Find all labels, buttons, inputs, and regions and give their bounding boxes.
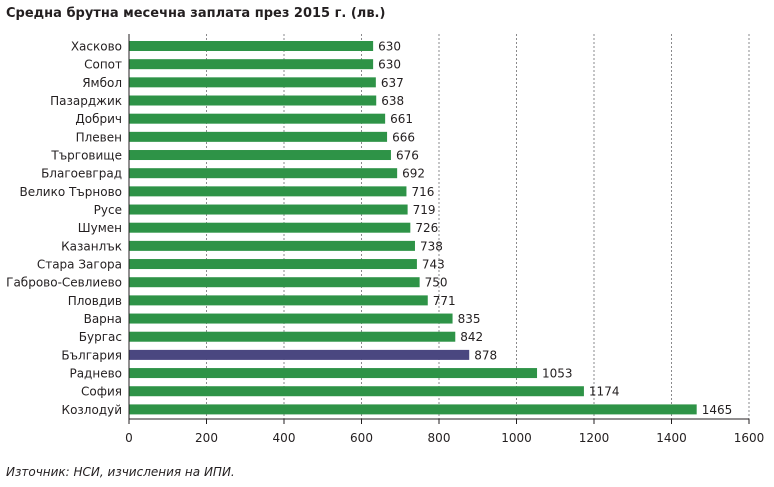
x-tick-label-1200: 1200 [579, 431, 610, 445]
x-tick-label-1000: 1000 [501, 431, 532, 445]
value-label-9: 716 [411, 185, 434, 199]
bars [129, 41, 697, 415]
bar-17 [129, 331, 456, 342]
category-label-13: Стара Загора [37, 258, 122, 272]
category-labels: Хасково Сопот Ямбол Пазарджик Добрич Плевен Тъ… [6, 40, 122, 417]
value-label-15: 771 [433, 294, 456, 308]
bar-21 [129, 404, 697, 415]
bar-19 [129, 368, 538, 379]
value-label-1: 630 [378, 40, 401, 54]
bar-4 [129, 95, 377, 106]
category-label-7: Търговище [50, 149, 122, 163]
x-axis: 0 200 400 600 800 1000 1200 1400 1600 [125, 34, 764, 445]
bar-3 [129, 77, 376, 88]
value-label-19: 1053 [542, 367, 573, 381]
chart-title: Средна брутна месечна заплата през 2015 … [6, 6, 386, 21]
value-label-3: 637 [381, 76, 404, 90]
value-label-7: 676 [396, 149, 419, 163]
value-label-8: 692 [402, 167, 425, 181]
bar-7 [129, 150, 391, 161]
bar-11 [129, 222, 411, 233]
bar-12 [129, 240, 415, 251]
value-label-18: 878 [474, 348, 497, 362]
category-label-17: Бургас [79, 330, 122, 344]
category-label-9: Велико Търново [19, 185, 122, 199]
category-label-6: Плевен [76, 130, 122, 144]
category-label-16: Варна [84, 312, 122, 326]
value-labels: 630 630 637 638 661 666 676 692 716 719 726 738 743 7… [378, 40, 732, 417]
category-label-3: Ямбол [82, 76, 122, 90]
category-label-15: Пловдив [68, 294, 122, 308]
bar-16 [129, 313, 453, 324]
category-label-4: Пазарджик [50, 94, 122, 108]
value-label-2: 630 [378, 58, 401, 72]
value-label-12: 738 [420, 239, 443, 253]
x-tick-label-600: 600 [350, 431, 373, 445]
value-label-6: 666 [392, 130, 415, 144]
value-label-16: 835 [458, 312, 481, 326]
value-label-5: 661 [390, 112, 413, 126]
category-label-5: Добрич [75, 112, 122, 126]
category-label-1: Хасково [71, 40, 122, 54]
bar-14 [129, 277, 420, 288]
x-tick-label-1400: 1400 [656, 431, 687, 445]
value-label-21: 1465 [702, 403, 733, 417]
bar-1 [129, 41, 374, 51]
bar-20 [129, 386, 584, 397]
x-tick-label-400: 400 [273, 431, 296, 445]
bar-10 [129, 204, 408, 215]
category-label-14: Габрово-Севлиево [6, 276, 122, 290]
category-label-11: Шумен [78, 221, 122, 235]
bar-8 [129, 168, 398, 179]
x-tick-label-1600: 1600 [734, 431, 765, 445]
source-note: Източник: НСИ, изчисления на ИПИ. [6, 465, 235, 479]
category-label-8: Благоевград [41, 167, 122, 181]
bar-15 [129, 295, 428, 306]
category-label-18: България [61, 348, 122, 362]
category-label-21: Козлодуй [62, 403, 122, 417]
value-label-4: 638 [381, 94, 404, 108]
x-tick-label-800: 800 [428, 431, 451, 445]
bar-6 [129, 131, 388, 142]
bar-18 [129, 349, 470, 360]
value-label-10: 719 [413, 203, 436, 217]
category-label-12: Казанлък [61, 239, 122, 253]
category-label-10: Русе [94, 203, 122, 217]
value-label-20: 1174 [589, 385, 620, 399]
value-label-13: 743 [422, 258, 445, 272]
category-label-2: Сопот [84, 58, 122, 72]
category-label-20: София [81, 385, 122, 399]
bar-2 [129, 59, 374, 70]
bar-5 [129, 113, 386, 124]
bar-13 [129, 259, 417, 270]
value-label-11: 726 [415, 221, 438, 235]
x-tick-label-200: 200 [195, 431, 218, 445]
value-label-14: 750 [425, 276, 448, 290]
bar-9 [129, 186, 407, 197]
value-label-17: 842 [460, 330, 483, 344]
x-tick-label-0: 0 [125, 431, 133, 445]
category-label-19: Раднево [69, 367, 122, 381]
